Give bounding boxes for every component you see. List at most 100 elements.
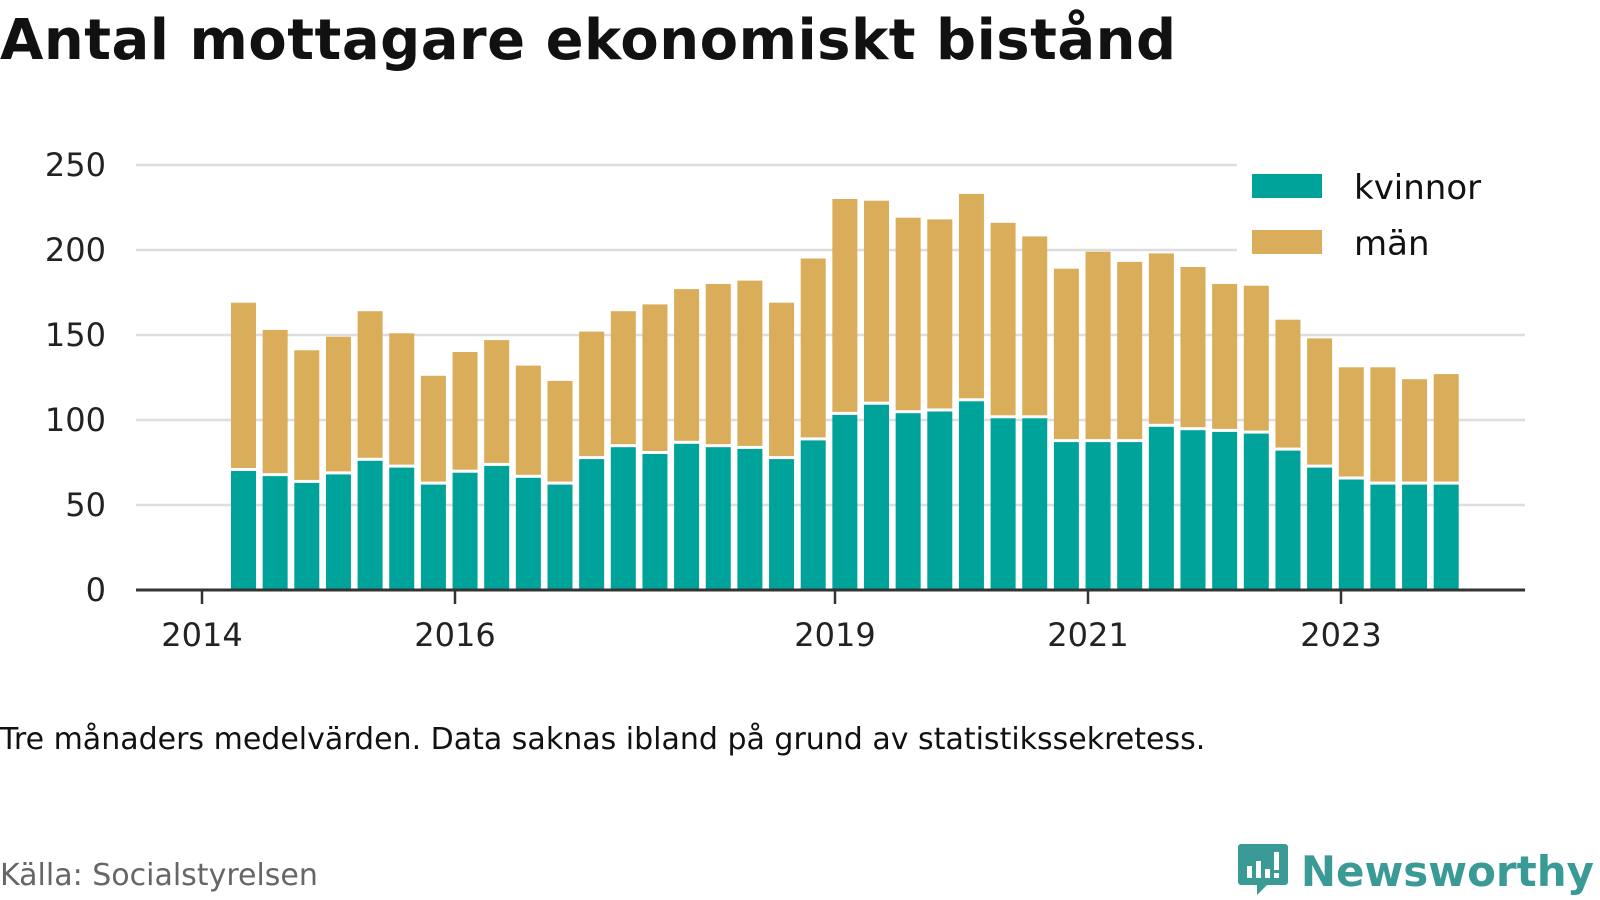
bar-kvinnor — [231, 471, 256, 590]
bar-man — [674, 289, 700, 441]
bar-kvinnor — [958, 401, 984, 590]
bar-man — [484, 340, 510, 463]
bar-kvinnor — [1338, 479, 1364, 590]
bar-kvinnor — [705, 447, 731, 590]
bar-kvinnor — [895, 413, 921, 590]
chart-note: Tre månaders medelvärden. Data saknas ib… — [0, 722, 1206, 757]
bar-kvinnor — [1243, 433, 1269, 590]
chart-title: Antal mottagare ekonomiskt bistånd — [0, 8, 1177, 73]
bar-man — [325, 336, 351, 472]
bar-kvinnor — [262, 476, 288, 590]
bar-kvinnor — [1022, 418, 1048, 590]
bar-kvinnor — [1307, 467, 1333, 590]
bar-man — [642, 304, 668, 451]
y-tick-label: 100 — [45, 401, 106, 439]
bar-kvinnor — [294, 482, 320, 590]
bar-kvinnor — [832, 414, 858, 590]
legend-swatch — [1252, 230, 1322, 254]
bar-kvinnor — [1275, 450, 1301, 590]
brand-name: Newsworthy — [1300, 846, 1594, 896]
bar-kvinnor — [547, 484, 573, 590]
bar-man — [1085, 251, 1111, 440]
bar-man — [452, 352, 478, 470]
bar-man — [420, 375, 446, 482]
bar-kvinnor — [515, 477, 541, 590]
y-tick-label: 200 — [45, 231, 106, 269]
source-label: Källa: Socialstyrelsen — [0, 858, 318, 893]
bar-kvinnor — [927, 411, 953, 590]
bar-man — [958, 193, 984, 399]
bar-chart-speech-bubble-icon — [1237, 842, 1289, 900]
stacked-bar-chart: 0 50 100 150 200 250 2014 2016 2019 2021 2023 kvin… — [45, 146, 1527, 654]
brand-logo: Newsworthy — [1237, 842, 1594, 900]
bar-man — [610, 311, 636, 445]
bar-man — [990, 222, 1016, 416]
legend: kvinnor män — [1237, 158, 1527, 278]
legend-swatch — [1252, 174, 1322, 198]
bar-man — [895, 217, 921, 411]
bar-kvinnor — [357, 460, 383, 590]
bar-kvinnor — [864, 404, 889, 590]
axes: 0 50 100 150 200 250 2014 2016 2019 2021 2023 — [45, 146, 1525, 654]
bar-man — [927, 219, 953, 409]
bar-kvinnor — [1148, 426, 1174, 590]
bar-kvinnor — [420, 484, 446, 590]
bar-man — [1148, 253, 1174, 424]
bar-man — [1180, 267, 1206, 428]
bar-kvinnor — [1370, 484, 1396, 590]
bar-kvinnor — [1433, 484, 1459, 590]
y-tick-label: 0 — [86, 571, 106, 609]
bar-man — [800, 258, 826, 438]
bar-man — [1307, 338, 1333, 465]
bar-man — [769, 302, 795, 457]
bar-man — [262, 329, 288, 474]
legend-label: män — [1354, 224, 1430, 264]
bar-kvinnor — [1117, 442, 1143, 590]
bar-man — [1053, 268, 1079, 440]
bar-kvinnor — [674, 443, 700, 590]
x-tick-label: 2019 — [794, 616, 875, 654]
bar-man — [1117, 261, 1143, 440]
bar-kvinnor — [389, 467, 415, 590]
bar-kvinnor — [484, 465, 510, 590]
y-tick-label: 150 — [45, 316, 106, 354]
bar-man — [547, 380, 573, 482]
bar-kvinnor — [642, 454, 668, 590]
bar-man — [515, 365, 541, 475]
bar-kvinnor — [1402, 484, 1428, 590]
bar-kvinnor — [800, 440, 826, 590]
bar-man — [1275, 319, 1301, 448]
x-tick-label: 2016 — [414, 616, 495, 654]
bars — [231, 193, 1459, 590]
bar-kvinnor — [1085, 442, 1111, 590]
bar-kvinnor — [452, 472, 478, 590]
bar-man — [864, 200, 889, 402]
bar-man — [832, 199, 858, 412]
bar-man — [294, 350, 320, 480]
bar-man — [389, 333, 415, 465]
y-tick-label: 250 — [45, 146, 106, 184]
bar-man — [1243, 285, 1269, 431]
x-tick-label: 2021 — [1047, 616, 1128, 654]
x-tick-label: 2023 — [1300, 616, 1381, 654]
bar-kvinnor — [737, 448, 763, 590]
bar-man — [357, 311, 383, 458]
bar-man — [1338, 367, 1364, 477]
bar-kvinnor — [579, 459, 605, 590]
bar-man — [1402, 379, 1428, 482]
bar-kvinnor — [1212, 431, 1238, 590]
bar-kvinnor — [1053, 442, 1079, 590]
bar-man — [1022, 236, 1048, 416]
bar-kvinnor — [610, 447, 636, 590]
bar-man — [231, 302, 256, 468]
y-tick-label: 50 — [65, 486, 106, 524]
bar-kvinnor — [1180, 430, 1206, 590]
bar-kvinnor — [769, 459, 795, 590]
bar-man — [1212, 284, 1238, 429]
bar-man — [1370, 367, 1396, 482]
legend-label: kvinnor — [1354, 168, 1481, 208]
bar-man — [705, 284, 731, 445]
bar-kvinnor — [990, 418, 1016, 590]
bar-man — [579, 331, 605, 457]
bar-man — [1433, 374, 1459, 482]
